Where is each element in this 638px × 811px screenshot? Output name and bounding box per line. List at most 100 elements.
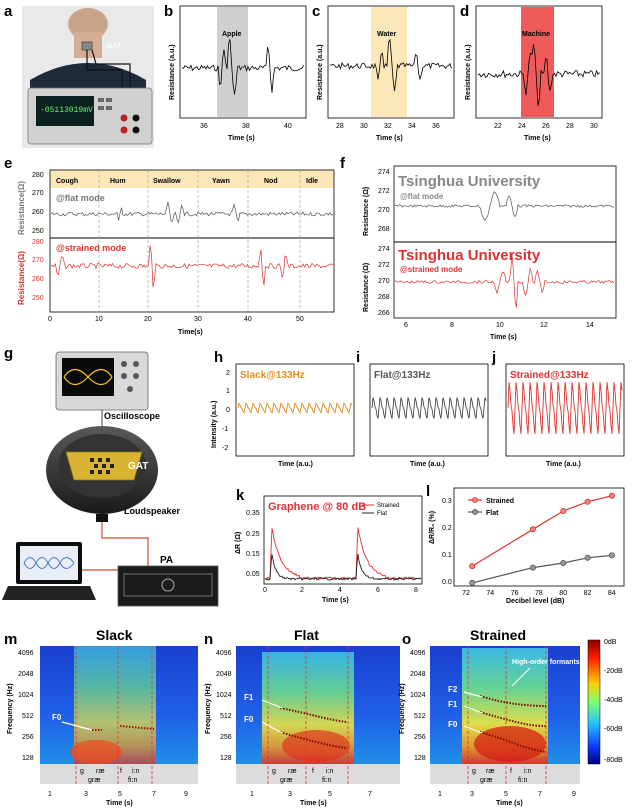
xtick: 28: [566, 123, 574, 130]
ytick: 270: [32, 257, 44, 264]
xlabel: Time (s): [524, 135, 551, 142]
ylabel: Frequency (Hz): [7, 683, 14, 734]
xtick: 20: [144, 316, 152, 323]
ylabel: Resistance (a.u.): [465, 44, 472, 100]
panel-o-label: o: [402, 631, 411, 648]
ytick: 0.2: [442, 525, 452, 532]
ytick: 256: [414, 734, 426, 741]
xtick: 10: [496, 322, 504, 329]
ytick: 4096: [410, 650, 426, 657]
ytick: 274: [378, 246, 390, 253]
f0-contour: [279, 731, 347, 749]
phoneme-dividers: [267, 646, 349, 784]
xtick: 38: [242, 123, 250, 130]
panel-a: a GAT -05113019mV: [4, 3, 154, 148]
xlabel: Time (s): [228, 135, 255, 142]
panel-d-label: d: [460, 3, 469, 20]
xtick: 14: [586, 322, 594, 329]
strained-trace: [394, 254, 615, 308]
panel-j-label: j: [491, 349, 496, 366]
panel-c: c Water Resistance (a.u.) 28 30 32 34 36…: [312, 3, 455, 142]
word: fi:n: [518, 777, 527, 784]
resistance-trace: [477, 44, 600, 106]
ytick: 0.05: [246, 571, 260, 578]
data-point-flat: [584, 554, 591, 561]
xtick: 7: [152, 791, 156, 798]
f2-arrow: [463, 691, 483, 698]
xlabel: Time (s): [376, 135, 403, 142]
ylabel: ΔR/R₀ (%): [429, 511, 436, 544]
legend-strained: Strained: [377, 503, 399, 509]
panel-l-label: l: [426, 483, 430, 500]
ylabel: Frequency (Hz): [399, 683, 406, 734]
ytick: 1024: [18, 692, 34, 699]
plot-frame: [453, 487, 625, 587]
phoneme-bar: [236, 764, 400, 784]
resistance-trace: [181, 39, 304, 95]
cable: [101, 522, 149, 566]
word: fi:n: [322, 777, 331, 784]
ytick: 4096: [216, 650, 232, 657]
phoneme-bar: [40, 764, 198, 784]
ytick: 270: [32, 190, 44, 197]
xtick: 34: [408, 123, 416, 130]
phoneme: g: [272, 768, 276, 775]
xtick: 28: [336, 123, 344, 130]
data-point-strained: [560, 507, 567, 514]
phoneme: i:n: [326, 768, 334, 775]
flat-mode-label: @flat mode: [56, 193, 105, 203]
f1-contour: [279, 707, 347, 723]
title: Flat@133Hz: [374, 370, 430, 381]
f1-label: F1: [448, 700, 458, 709]
ytick: 266: [378, 310, 390, 317]
panel-d: d Machine Resistance (a.u.) 22 24 26 28 …: [460, 3, 603, 142]
word: græ: [480, 777, 492, 784]
word-water: Water: [377, 31, 396, 38]
title-flat: Tsinghua University: [398, 173, 541, 190]
legend-strained: Strained: [486, 498, 514, 505]
ytick: 1024: [410, 692, 426, 699]
xtick: 32: [384, 123, 392, 130]
f2-contour: [479, 695, 547, 707]
ytick: -2: [222, 445, 228, 452]
xtick: 5: [328, 791, 332, 798]
xtick: 22: [494, 123, 502, 130]
f0-contour: [119, 725, 155, 730]
phoneme: f: [510, 768, 512, 775]
ytick: -1: [222, 426, 228, 433]
laptop-keyboard: [2, 586, 96, 600]
xlabel: Time (s): [490, 334, 517, 341]
xtick: 0: [263, 587, 267, 594]
ytick: 2048: [216, 671, 232, 678]
ytick: 0.3: [442, 498, 452, 505]
xlabel: Time (s): [106, 800, 133, 807]
xtick: 72: [462, 590, 470, 597]
ytick: 0: [226, 407, 230, 414]
word-machine: Machine: [522, 31, 550, 38]
xtick: 6: [404, 322, 408, 329]
colorbar-tick: -40dB: [604, 697, 623, 704]
xtick: 30: [194, 316, 202, 323]
chart-marks: [469, 492, 615, 586]
legend-flat-marker: [472, 509, 478, 515]
ylabel-strained: Resistance (Ω): [363, 263, 370, 312]
action-dividers: [98, 170, 301, 312]
plot-frame: [49, 169, 335, 313]
phoneme: ræ: [96, 768, 105, 775]
phoneme: ræ: [486, 768, 495, 775]
xtick: 3: [470, 791, 474, 798]
xtick: 24: [518, 123, 526, 130]
action-cough: Cough: [56, 178, 78, 185]
title: Strained: [470, 627, 526, 643]
energy-band: [70, 740, 122, 764]
f0-contour: [479, 731, 547, 753]
xtick: 26: [542, 123, 550, 130]
action-nod: Nod: [264, 178, 278, 185]
flat-trace: [265, 554, 422, 581]
flat-trace: [394, 191, 615, 221]
data-point-strained: [469, 563, 476, 570]
xtick: 76: [511, 590, 519, 597]
xtick: 3: [288, 791, 292, 798]
strained-trace: [50, 245, 334, 288]
ytick: 2048: [18, 671, 34, 678]
